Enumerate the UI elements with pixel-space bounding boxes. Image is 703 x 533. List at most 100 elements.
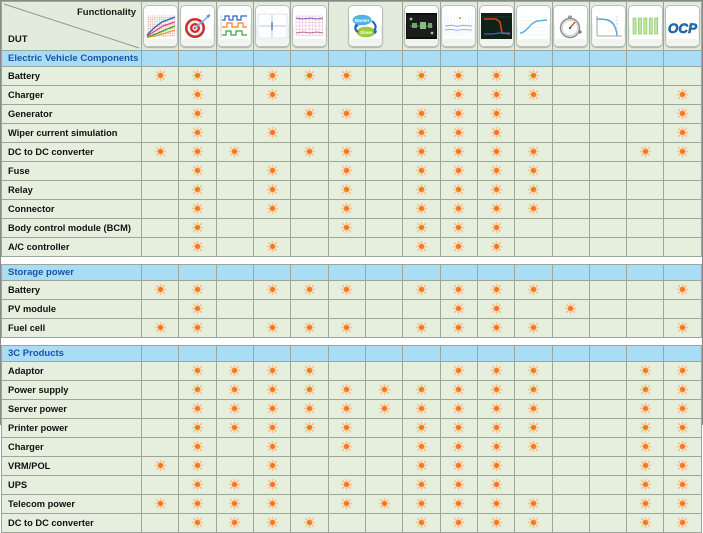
matrix-cell-empty[interactable]	[141, 399, 180, 419]
column-header-digital-waveform-icon[interactable]	[215, 1, 255, 51]
matrix-cell-marked[interactable]	[626, 418, 665, 438]
matrix-cell-marked[interactable]	[476, 299, 516, 319]
matrix-cell-marked[interactable]	[327, 180, 366, 200]
matrix-cell-empty[interactable]	[588, 161, 628, 181]
matrix-cell-empty[interactable]	[514, 299, 553, 319]
matrix-cell-empty[interactable]	[588, 318, 628, 338]
matrix-cell-marked[interactable]	[514, 437, 553, 457]
matrix-cell-empty[interactable]	[551, 318, 590, 338]
column-header-rising-curve-icon[interactable]	[514, 1, 553, 51]
matrix-cell-marked[interactable]	[290, 66, 329, 86]
matrix-cell-empty[interactable]	[588, 399, 628, 419]
matrix-cell-empty[interactable]	[364, 180, 404, 200]
matrix-cell-marked[interactable]	[364, 399, 404, 419]
matrix-cell-marked[interactable]	[663, 399, 702, 419]
matrix-cell-marked[interactable]	[253, 237, 292, 257]
matrix-cell-marked[interactable]	[178, 237, 217, 257]
matrix-cell-marked[interactable]	[178, 318, 217, 338]
matrix-cell-marked[interactable]	[439, 475, 478, 495]
matrix-cell-empty[interactable]	[551, 218, 590, 238]
matrix-cell-empty[interactable]	[514, 456, 553, 476]
matrix-cell-marked[interactable]	[253, 437, 292, 457]
matrix-cell-empty[interactable]	[364, 437, 404, 457]
matrix-cell-marked[interactable]	[253, 161, 292, 181]
matrix-cell-marked[interactable]	[514, 380, 553, 400]
matrix-cell-empty[interactable]	[327, 361, 366, 381]
matrix-cell-marked[interactable]	[476, 66, 516, 86]
matrix-cell-empty[interactable]	[588, 418, 628, 438]
matrix-cell-marked[interactable]	[514, 85, 553, 105]
matrix-cell-marked[interactable]	[253, 494, 292, 514]
matrix-cell-marked[interactable]	[290, 418, 329, 438]
matrix-cell-marked[interactable]	[476, 104, 516, 124]
matrix-cell-marked[interactable]	[364, 380, 404, 400]
matrix-cell-marked[interactable]	[439, 104, 478, 124]
matrix-cell-empty[interactable]	[588, 361, 628, 381]
matrix-cell-empty[interactable]	[290, 299, 329, 319]
matrix-cell-empty[interactable]	[588, 85, 628, 105]
matrix-cell-marked[interactable]	[402, 399, 441, 419]
matrix-cell-marked[interactable]	[514, 180, 553, 200]
matrix-cell-empty[interactable]	[663, 218, 702, 238]
matrix-cell-empty[interactable]	[327, 85, 366, 105]
matrix-cell-marked[interactable]	[402, 380, 441, 400]
matrix-cell-marked[interactable]	[439, 85, 478, 105]
matrix-cell-empty[interactable]	[327, 123, 366, 143]
matrix-cell-marked[interactable]	[439, 199, 478, 219]
matrix-cell-empty[interactable]	[141, 299, 180, 319]
matrix-cell-marked[interactable]	[327, 494, 366, 514]
matrix-cell-empty[interactable]	[290, 199, 329, 219]
matrix-cell-empty[interactable]	[514, 123, 553, 143]
matrix-cell-marked[interactable]	[178, 161, 217, 181]
matrix-cell-marked[interactable]	[476, 237, 516, 257]
matrix-cell-empty[interactable]	[588, 218, 628, 238]
matrix-cell-marked[interactable]	[402, 199, 441, 219]
matrix-cell-empty[interactable]	[551, 418, 590, 438]
matrix-cell-empty[interactable]	[364, 104, 404, 124]
matrix-cell-empty[interactable]	[588, 475, 628, 495]
matrix-cell-marked[interactable]	[663, 142, 702, 162]
matrix-cell-empty[interactable]	[327, 513, 366, 533]
matrix-cell-marked[interactable]	[253, 418, 292, 438]
matrix-cell-empty[interactable]	[364, 475, 404, 495]
matrix-cell-marked[interactable]	[663, 280, 702, 300]
matrix-cell-empty[interactable]	[141, 475, 180, 495]
matrix-cell-marked[interactable]	[402, 494, 441, 514]
matrix-cell-marked[interactable]	[253, 380, 292, 400]
matrix-cell-empty[interactable]	[663, 180, 702, 200]
matrix-cell-empty[interactable]	[141, 218, 180, 238]
matrix-cell-marked[interactable]	[514, 418, 553, 438]
matrix-cell-marked[interactable]	[439, 237, 478, 257]
matrix-cell-empty[interactable]	[141, 237, 180, 257]
matrix-cell-empty[interactable]	[588, 237, 628, 257]
matrix-cell-empty[interactable]	[588, 66, 628, 86]
column-header-circuit-board-icon[interactable]	[402, 1, 441, 51]
matrix-cell-empty[interactable]	[551, 180, 590, 200]
matrix-cell-marked[interactable]	[141, 142, 180, 162]
matrix-cell-empty[interactable]	[141, 123, 180, 143]
matrix-cell-marked[interactable]	[476, 318, 516, 338]
matrix-cell-empty[interactable]	[551, 475, 590, 495]
matrix-cell-marked[interactable]	[476, 85, 516, 105]
matrix-cell-empty[interactable]	[364, 142, 404, 162]
matrix-cell-empty[interactable]	[626, 104, 665, 124]
matrix-cell-empty[interactable]	[402, 361, 441, 381]
matrix-cell-marked[interactable]	[402, 104, 441, 124]
matrix-cell-empty[interactable]	[588, 456, 628, 476]
matrix-cell-marked[interactable]	[663, 456, 702, 476]
matrix-cell-empty[interactable]	[626, 123, 665, 143]
matrix-cell-marked[interactable]	[178, 494, 217, 514]
matrix-cell-empty[interactable]	[588, 123, 628, 143]
column-header-multi-curve-graph-icon[interactable]	[141, 1, 180, 51]
matrix-cell-empty[interactable]	[253, 142, 292, 162]
matrix-cell-empty[interactable]	[141, 361, 180, 381]
matrix-cell-marked[interactable]	[178, 456, 217, 476]
matrix-cell-empty[interactable]	[327, 299, 366, 319]
matrix-cell-empty[interactable]	[551, 280, 590, 300]
matrix-cell-marked[interactable]	[402, 513, 441, 533]
matrix-cell-marked[interactable]	[663, 104, 702, 124]
matrix-cell-marked[interactable]	[476, 361, 516, 381]
matrix-cell-marked[interactable]	[626, 475, 665, 495]
matrix-cell-empty[interactable]	[551, 361, 590, 381]
matrix-cell-marked[interactable]	[327, 66, 366, 86]
